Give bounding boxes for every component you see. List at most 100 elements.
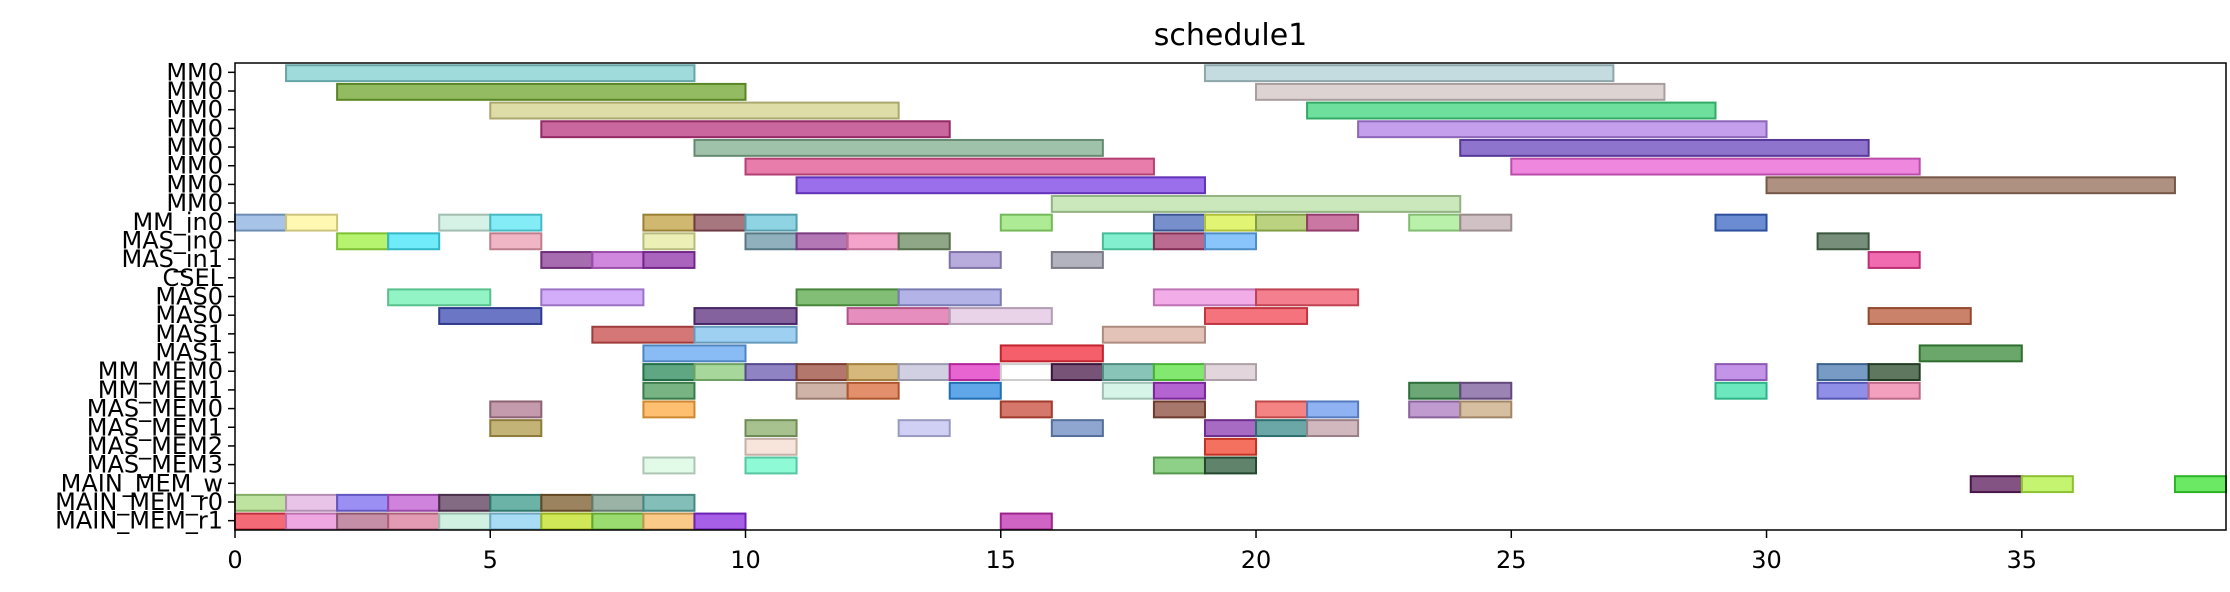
gantt-bar	[1510, 157, 1921, 176]
gantt-bar	[1203, 213, 1258, 232]
gantt-bar	[846, 307, 951, 325]
gantt-bar	[846, 363, 900, 381]
gantt-bar	[846, 381, 900, 400]
lane-label: MM0	[166, 77, 223, 105]
lane-label: MAS_MEM2	[87, 432, 223, 460]
gantt-bar	[795, 176, 1206, 195]
gantt-bar	[591, 251, 645, 269]
gantt-bar	[693, 307, 798, 325]
lane-label: MM0	[166, 114, 223, 142]
gantt-bar	[744, 363, 798, 381]
gantt-bar	[897, 419, 951, 438]
gantt-bar	[1203, 437, 1258, 456]
gantt-bar	[1255, 400, 1309, 419]
lane-label: MM0	[166, 133, 223, 161]
gantt-bar	[1203, 64, 1615, 83]
gantt-bar	[1152, 381, 1206, 400]
gantt-bar	[642, 232, 696, 251]
gantt-bar	[1816, 232, 1870, 251]
gantt-bar	[1714, 363, 1768, 381]
gantt-bar	[999, 363, 1053, 381]
gantt-bar	[2173, 475, 2228, 494]
gantt-bar	[693, 363, 747, 381]
gantt-bar	[540, 288, 645, 307]
gantt-bar	[540, 493, 594, 512]
gantt-bar	[1867, 307, 1972, 325]
gantt-bar	[744, 213, 798, 232]
gantt-bar	[642, 251, 696, 269]
gantt-bar	[438, 213, 492, 232]
gantt-bar	[489, 213, 543, 232]
gantt-bar	[336, 232, 390, 251]
gantt-bar	[1867, 381, 1921, 400]
gantt-bar	[336, 493, 390, 512]
gantt-bar	[2020, 475, 2074, 494]
gantt-bar	[1203, 232, 1258, 251]
x-tick-label: 0	[227, 546, 242, 574]
lane-label: MAS0	[155, 301, 223, 329]
lane-label: MAS1	[155, 320, 223, 348]
plot-frame	[234, 62, 2227, 531]
gantt-bar	[1101, 381, 1155, 400]
gantt-bar	[1867, 251, 1921, 269]
gantt-bar	[1152, 400, 1206, 419]
x-tick-label: 25	[1496, 546, 1527, 574]
gantt-bar	[1050, 195, 1462, 213]
gantt-bar	[285, 213, 339, 232]
gantt-bar	[1203, 419, 1258, 438]
x-tick-label: 10	[730, 546, 761, 574]
gantt-bar	[1101, 325, 1206, 344]
gantt-bar	[1203, 307, 1309, 325]
gantt-bar	[1152, 456, 1206, 475]
gantt-bar	[744, 157, 1155, 176]
gantt-bar	[1816, 363, 1870, 381]
gantt-bar	[1408, 213, 1462, 232]
gantt-bar	[1255, 419, 1309, 438]
x-tick-label: 15	[985, 546, 1016, 574]
gantt-bar	[693, 213, 747, 232]
lane-label: MAS_MEM3	[87, 451, 223, 479]
lane-label: MAIN_MEM_r1	[55, 507, 223, 535]
lane-label: MM0	[166, 170, 223, 198]
gantt-bar	[540, 251, 594, 269]
gantt-bar	[387, 288, 492, 307]
gantt-bar	[1203, 363, 1258, 381]
lane-label: MM0	[166, 96, 223, 124]
gantt-bar	[489, 101, 900, 120]
gantt-bar	[336, 82, 747, 101]
gantt-bar	[387, 493, 441, 512]
gantt-bar	[438, 493, 492, 512]
lane-label: MM0	[166, 189, 223, 217]
gantt-bar	[795, 232, 849, 251]
gantt-bar	[489, 512, 543, 531]
bars-layer	[234, 64, 2228, 531]
x-axis: 0 5 10 15 20 25 30 35	[227, 530, 2037, 574]
lane-label: MAS_in0	[121, 226, 223, 254]
gantt-bar	[795, 363, 849, 381]
gantt-bar	[846, 232, 900, 251]
lane-label: MM0	[166, 58, 223, 86]
gantt-bar	[1459, 381, 1513, 400]
gantt-bar	[285, 512, 339, 531]
gantt-bar	[489, 419, 543, 438]
gantt-bar	[1918, 344, 2023, 363]
gantt-bar	[438, 512, 492, 531]
gantt-bar	[693, 325, 798, 344]
gantt-bar	[1255, 82, 1666, 101]
gantt-bar	[948, 251, 1002, 269]
gantt-bar	[1459, 213, 1513, 232]
gantt-bar	[336, 512, 390, 531]
gantt-bar	[1867, 363, 1921, 381]
lane-label: MAS_in1	[121, 245, 223, 273]
gantt-bar	[1714, 381, 1768, 400]
gantt-bar	[744, 419, 798, 438]
gantt-bar	[642, 381, 696, 400]
gantt-bar	[591, 325, 696, 344]
gantt-bar	[1408, 400, 1462, 419]
gantt-bar	[744, 456, 798, 475]
gantt-bar	[1306, 400, 1360, 419]
gantt-bar	[999, 512, 1053, 531]
lane-label: MM0	[166, 152, 223, 180]
lane-labels: MM0MM0MM0MM0MM0MM0MM0MM0MM_in0MAS_in0MAS…	[55, 58, 235, 535]
gantt-bar	[948, 363, 1002, 381]
